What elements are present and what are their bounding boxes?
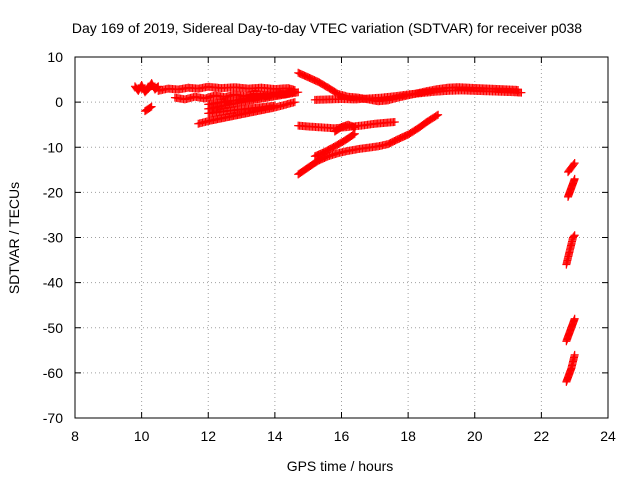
x-tick-label: 24	[600, 428, 616, 444]
chart-title: Day 169 of 2019, Sidereal Day-to-day VTE…	[72, 20, 582, 36]
data-track	[310, 129, 359, 161]
y-tick-label: -20	[43, 184, 63, 200]
data-track	[564, 174, 579, 201]
data-track	[140, 102, 156, 116]
y-tick-label: -10	[43, 139, 63, 155]
y-tick-label: 10	[47, 49, 63, 65]
data-point	[570, 350, 579, 359]
x-tick-label: 16	[334, 428, 350, 444]
data-point	[146, 103, 155, 112]
data-point	[570, 314, 579, 323]
data-track	[204, 101, 279, 118]
data-points	[130, 68, 579, 386]
data-track	[562, 350, 579, 386]
data-point	[349, 130, 358, 139]
x-tick-label: 14	[267, 428, 283, 444]
data-point	[270, 101, 279, 110]
x-tick-label: 20	[467, 428, 483, 444]
data-point	[147, 102, 156, 111]
data-point	[570, 174, 579, 183]
y-tick-label: -50	[43, 320, 63, 336]
x-tick-label: 10	[134, 428, 150, 444]
grid-lines	[75, 57, 608, 418]
x-axis-label: GPS time / hours	[287, 458, 394, 474]
data-point	[294, 88, 303, 97]
y-tick-label: -30	[43, 230, 63, 246]
data-point	[434, 110, 443, 119]
x-tick-label: 22	[534, 428, 550, 444]
data-track	[310, 86, 526, 104]
y-tick-label: 0	[55, 94, 63, 110]
data-point	[350, 129, 359, 138]
data-track	[130, 79, 163, 97]
data-track	[330, 120, 359, 136]
data-point	[569, 232, 578, 241]
data-point	[569, 160, 578, 169]
y-axis-label: SDTVAR / TECUs	[6, 182, 22, 294]
x-tick-label: 12	[200, 428, 216, 444]
data-point	[432, 111, 441, 120]
data-point	[570, 231, 579, 240]
y-tick-label: -70	[43, 410, 63, 426]
data-point	[390, 117, 399, 126]
data-point	[517, 88, 526, 97]
data-track	[562, 314, 579, 346]
y-tick-label: -40	[43, 275, 63, 291]
y-tick-label: -60	[43, 365, 63, 381]
x-tick-label: 8	[71, 428, 79, 444]
x-tick-label: 18	[400, 428, 416, 444]
axis-ticks: 8 10 12 14 16 18 20 22 24 10 0 -10 -20 -30 -40 -50 -60 -7…	[43, 49, 616, 444]
data-track	[564, 159, 579, 177]
data-track	[562, 231, 579, 269]
data-track	[294, 110, 443, 179]
data-point	[570, 159, 579, 168]
data-point	[290, 98, 299, 107]
